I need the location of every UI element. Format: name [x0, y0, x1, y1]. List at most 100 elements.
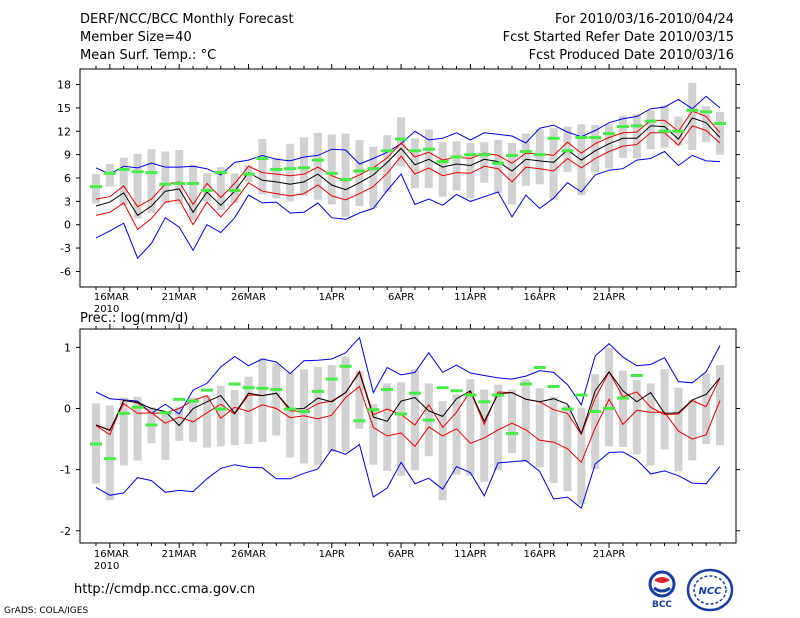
range-box — [286, 143, 295, 202]
range-box — [410, 138, 419, 189]
range-box — [660, 369, 669, 450]
observed-marker — [519, 150, 532, 154]
observed-marker — [478, 400, 491, 404]
y-tick-label: -1 — [60, 464, 71, 477]
grads-credit: GrADS: COLA/IGES — [4, 606, 89, 616]
observed-marker — [90, 185, 102, 189]
observed-marker — [589, 410, 602, 414]
range-box — [355, 371, 364, 429]
x-tick-label: 16APR — [523, 292, 556, 303]
observed-marker — [325, 377, 338, 381]
x-tick-label: 1APR — [319, 292, 345, 303]
range-box — [674, 387, 683, 472]
range-box — [438, 401, 447, 501]
observed-marker — [575, 393, 588, 397]
observed-marker — [408, 391, 421, 395]
range-box — [535, 388, 544, 468]
range-box — [466, 142, 475, 199]
y-tick-label: 12 — [57, 125, 71, 138]
range-box — [105, 163, 114, 187]
observed-marker — [630, 124, 643, 128]
x-tick-label: 21APR — [593, 292, 626, 303]
observed-marker — [658, 129, 671, 133]
range-box — [535, 128, 544, 185]
observed-marker — [90, 442, 102, 446]
range-box — [272, 157, 281, 199]
range-box — [618, 370, 627, 448]
range-box — [313, 366, 322, 465]
produced-date: Fcst Produced Date 2010/03/16 — [528, 48, 734, 63]
range-box — [494, 384, 503, 471]
observed-marker — [228, 188, 241, 192]
precip-title: Prec.: log(mm/d) — [80, 311, 188, 326]
x-tick-label: 26MAR — [231, 292, 266, 303]
observed-marker — [242, 172, 255, 176]
range-box — [410, 369, 419, 471]
x-tick-label-year: 2010 — [94, 304, 119, 315]
range-box — [258, 139, 267, 195]
x-tick-label: 16MAR — [94, 292, 129, 303]
observed-marker — [187, 399, 200, 403]
range-box — [189, 164, 198, 221]
website-url[interactable]: http://cmdp.ncc.cma.gov.cn — [74, 582, 256, 597]
observed-marker — [686, 108, 699, 112]
min-line — [95, 443, 721, 509]
range-box — [161, 412, 170, 460]
observed-marker — [103, 171, 116, 175]
range-box — [480, 142, 489, 183]
observed-marker — [533, 153, 546, 157]
range-box — [286, 372, 295, 458]
x-tick-label: 6APR — [388, 292, 414, 303]
x-tick-label: 21MAR — [162, 549, 197, 560]
observed-marker — [145, 171, 158, 175]
observed-marker — [103, 457, 116, 461]
range-box — [508, 389, 516, 454]
min-line — [95, 150, 721, 260]
range-box — [577, 407, 586, 505]
observed-marker — [506, 432, 518, 436]
observed-marker — [672, 129, 685, 133]
x-tick-label: 11APR — [454, 549, 487, 560]
y-tick-label: 18 — [57, 79, 71, 92]
observed-marker — [450, 389, 463, 393]
start-date: Fcst Started Refer Date 2010/03/15 — [502, 30, 734, 45]
observed-marker — [131, 170, 144, 174]
y-tick-label: 0 — [64, 402, 71, 415]
x-tick-label: 21APR — [593, 549, 626, 560]
member-size: Member Size=40 — [80, 30, 192, 45]
range-box — [605, 124, 614, 169]
svg-text:BCC: BCC — [652, 600, 672, 610]
y-tick-label: 6 — [64, 172, 71, 185]
range-box — [147, 149, 156, 214]
observed-marker — [381, 149, 394, 153]
x-tick-label: 1APR — [319, 549, 345, 560]
range-box — [494, 139, 503, 193]
observed-marker — [630, 373, 643, 377]
x-tick-label-year: 2010 — [94, 561, 119, 572]
upper-line — [95, 385, 721, 464]
y-tick-label: 3 — [64, 195, 71, 208]
range-box — [272, 363, 281, 436]
observed-marker — [547, 136, 560, 140]
range-box — [549, 396, 558, 484]
observed-marker — [200, 388, 213, 392]
observed-marker — [395, 137, 408, 141]
observed-marker — [117, 411, 130, 415]
range-box — [216, 167, 225, 210]
observed-marker — [256, 386, 269, 390]
range-box — [563, 126, 572, 172]
observed-marker — [436, 386, 449, 390]
mean-line — [95, 370, 721, 435]
range-box — [230, 390, 239, 446]
range-box — [327, 365, 336, 452]
observed-marker — [436, 160, 449, 164]
y-tick-label: -3 — [60, 242, 71, 255]
range-box — [591, 374, 600, 470]
y-tick-label: -2 — [60, 525, 71, 538]
range-box — [313, 132, 322, 200]
observed-marker — [311, 158, 324, 162]
observed-marker — [616, 396, 629, 400]
observed-marker — [616, 125, 629, 129]
observed-marker — [561, 149, 574, 153]
